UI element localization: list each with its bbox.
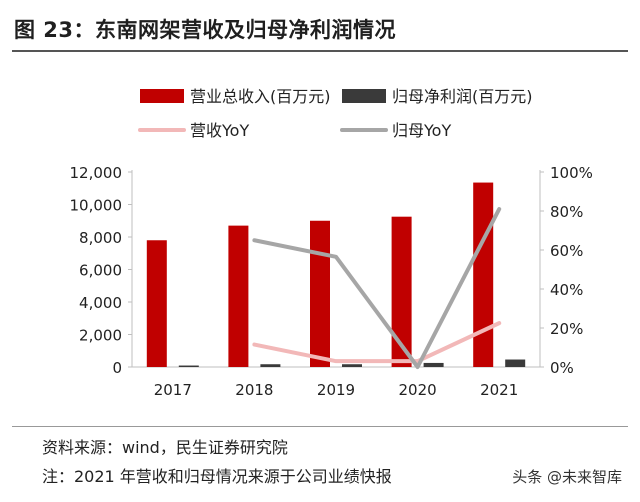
right-tick-label: 40%	[550, 281, 583, 299]
revenue-bar	[228, 225, 249, 367]
left-tick-label: 12,000	[70, 164, 123, 182]
legend-revenue-yoy-label: 营收YoY	[190, 121, 249, 140]
watermark: 头条 @未来智库	[512, 468, 622, 486]
x-tick-label: 2018	[235, 381, 273, 399]
left-tick-label: 2,000	[79, 327, 122, 345]
legend-net-profit-yoy-label: 归母YoY	[392, 121, 451, 140]
x-tick-label: 2020	[399, 381, 437, 399]
source-note: 资料来源：wind，民生证券研究院	[42, 438, 288, 457]
legend-net-profit-label: 归母净利润(百万元)	[392, 87, 533, 106]
revenue-bar	[473, 182, 494, 367]
legend-net-profit-swatch	[342, 89, 386, 103]
x-tick-label: 2017	[154, 381, 192, 399]
right-tick-label: 20%	[550, 320, 583, 338]
title-divider	[12, 50, 628, 52]
figure-title: 图 23：东南网架营收及归母净利润情况	[14, 18, 397, 42]
footnote: 注：2021 年营收和归母情况来源于公司业绩快报	[42, 467, 392, 486]
legend-revenue-swatch	[140, 89, 184, 103]
source-divider	[12, 426, 628, 427]
revenue-bar	[310, 220, 330, 367]
right-tick-label: 0%	[550, 359, 574, 377]
net-profit-bar	[505, 359, 526, 367]
left-tick-label: 0	[112, 359, 122, 377]
net-profit-bar	[178, 365, 199, 367]
net-profit-bar	[342, 364, 362, 367]
net-profit-yoy-line	[252, 207, 502, 369]
revenue-yoy-line	[252, 321, 502, 364]
left-tick-label: 8,000	[79, 229, 122, 247]
left-tick-label: 6,000	[79, 262, 122, 280]
revenue-profit-chart: 0 2,000 4,000 6,000 8,000 10,000 12,000 0% 20% 40…	[70, 87, 593, 399]
x-tick-label: 2021	[480, 381, 518, 399]
right-tick-label: 80%	[550, 203, 583, 221]
legend-revenue-label: 营业总收入(百万元)	[190, 87, 331, 106]
right-tick-label: 60%	[550, 242, 583, 260]
revenue-bar	[146, 240, 167, 367]
revenue-bar	[391, 216, 412, 367]
net-profit-bar	[423, 362, 444, 367]
net-profit-bar	[260, 364, 281, 367]
x-tick-label: 2019	[317, 381, 355, 399]
right-tick-label: 100%	[550, 164, 593, 182]
left-tick-label: 4,000	[79, 294, 122, 312]
left-tick-label: 10,000	[70, 197, 123, 215]
